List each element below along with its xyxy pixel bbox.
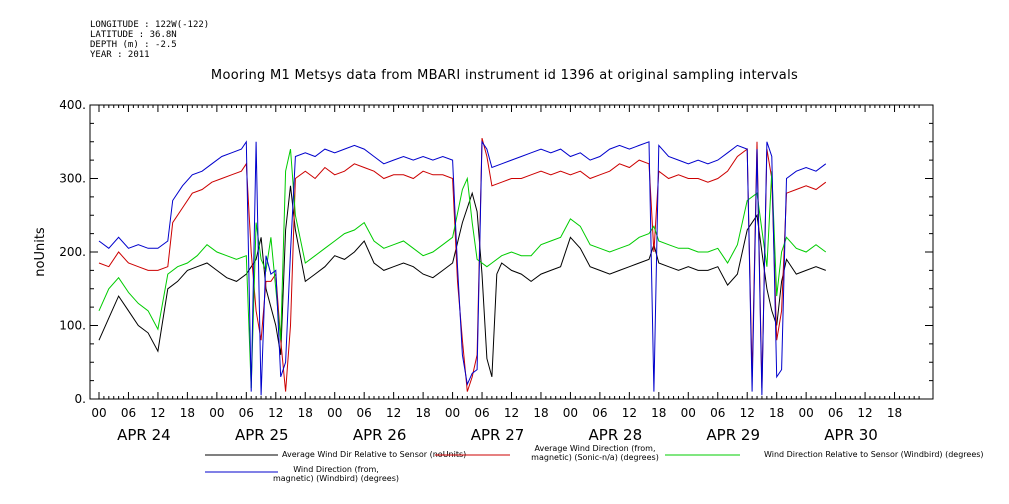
x-tick-label: 18 [887, 406, 902, 420]
longitude-text: LONGITUDE : 122W(-122) [90, 20, 210, 30]
y-tick-label: 0. [75, 392, 86, 406]
legend-label: Wind Direction Relative to Sensor (Windb… [764, 450, 984, 459]
x-tick-label: 12 [150, 406, 165, 420]
day-label: APR 24 [117, 426, 171, 444]
y-tick-label: 400. [59, 98, 86, 112]
y-tick-label: 300. [59, 172, 86, 186]
x-tick-label: 18 [180, 406, 195, 420]
x-tick-label: 12 [386, 406, 401, 420]
x-tick-label: 00 [91, 406, 106, 420]
x-tick-label: 12 [622, 406, 637, 420]
x-tick-label: 18 [298, 406, 313, 420]
x-tick-label: 00 [445, 406, 460, 420]
series-line-2 [98, 137, 827, 392]
x-tick-label: 00 [327, 406, 342, 420]
legend-label: Average Wind Dir Relative to Sensor (noU… [282, 450, 466, 459]
latitude-text: LATITUDE : 36.8N [90, 30, 177, 40]
x-tick-label: 06 [121, 406, 136, 420]
series-line-1 [98, 185, 826, 378]
x-tick-label: 18 [651, 406, 666, 420]
x-tick-label: 06 [239, 406, 254, 420]
x-tick-label: 06 [710, 406, 725, 420]
x-tick-label: 12 [857, 406, 872, 420]
day-label: APR 26 [353, 426, 407, 444]
depth-text: DEPTH (m) : -2.5 [90, 40, 177, 50]
y-axis-title: noUnits [33, 227, 48, 277]
legend-label-line2: magnetic) (Windbird) (degrees) [273, 474, 399, 483]
x-tick-label: 12 [740, 406, 755, 420]
day-label: APR 30 [824, 426, 878, 444]
day-label: APR 29 [706, 426, 760, 444]
x-tick-label: 00 [799, 406, 814, 420]
x-tick-label: 06 [828, 406, 843, 420]
legend-label-line2: magnetic) (Sonic-n/a) (degrees) [531, 453, 659, 462]
x-tick-label: 00 [681, 406, 696, 420]
year-text: YEAR : 2011 [90, 50, 150, 60]
day-label: APR 28 [589, 426, 643, 444]
chart-title: Mooring M1 Metsys data from MBARI instru… [210, 68, 799, 83]
x-tick-label: 18 [533, 406, 548, 420]
day-label: APR 27 [471, 426, 525, 444]
legend-label: Wind Direction (from, [293, 465, 379, 474]
y-tick-label: 100. [59, 319, 86, 333]
x-tick-label: 06 [357, 406, 372, 420]
x-tick-label: 00 [563, 406, 578, 420]
day-label: APR 25 [235, 426, 289, 444]
x-tick-label: 06 [592, 406, 607, 420]
x-tick-label: 12 [268, 406, 283, 420]
x-tick-label: 18 [769, 406, 784, 420]
x-tick-label: 18 [415, 406, 430, 420]
x-tick-label: 00 [209, 406, 224, 420]
x-tick-label: 06 [474, 406, 489, 420]
y-tick-label: 200. [59, 245, 86, 259]
x-tick-label: 12 [504, 406, 519, 420]
series-line-3 [98, 148, 827, 389]
metadata-block: LONGITUDE : 122W(-122) LATITUDE : 36.8N … [90, 20, 209, 60]
series-line-4 [98, 140, 827, 396]
legend-label: Average Wind Direction (from, [534, 444, 655, 453]
